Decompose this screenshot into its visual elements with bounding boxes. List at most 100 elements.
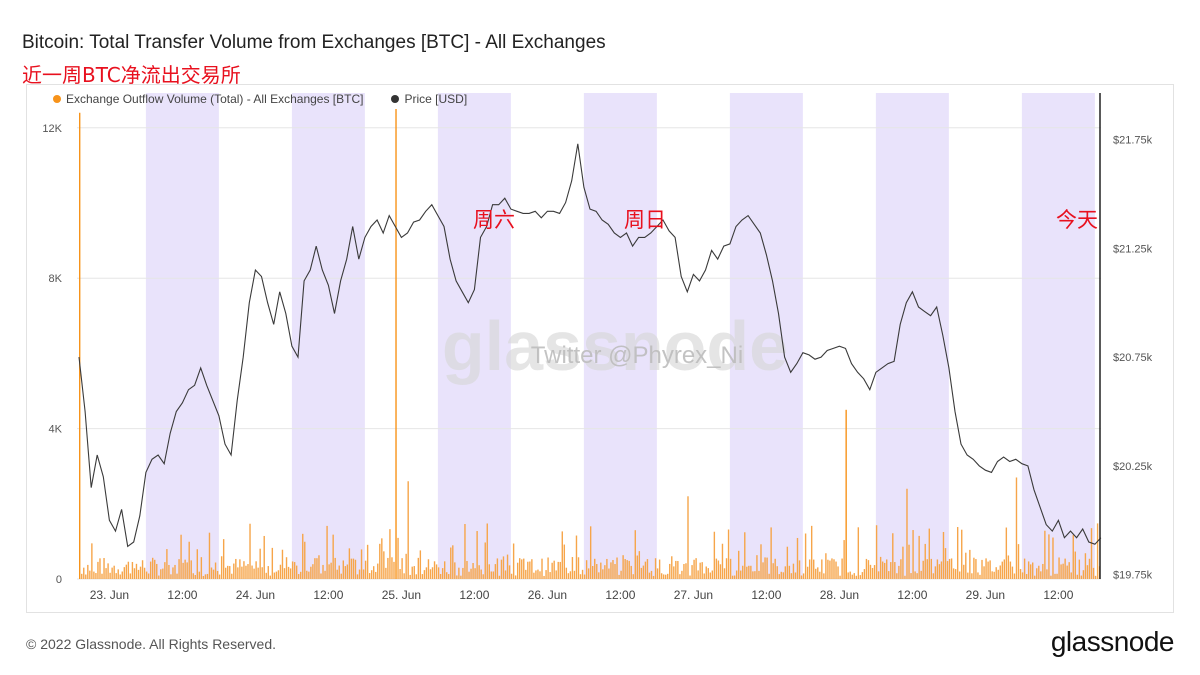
- outflow-bar: [691, 565, 693, 579]
- outflow-bar: [808, 559, 811, 579]
- outflow-bar: [786, 546, 789, 579]
- outflow-bar: [973, 557, 975, 579]
- outflow-bar: [622, 555, 624, 579]
- outflow-bar: [918, 535, 920, 579]
- outflow-bar: [277, 570, 280, 579]
- outflow-bar: [498, 575, 501, 579]
- outflow-bar: [375, 571, 377, 579]
- outflow-bar: [642, 565, 645, 579]
- y-left-tick-label: 8K: [49, 273, 63, 285]
- outflow-bar: [1062, 563, 1064, 579]
- outflow-bar: [567, 573, 570, 579]
- outflow-bar: [800, 575, 803, 579]
- copyright-footer: © 2022 Glassnode. All Rights Reserved.: [26, 636, 277, 652]
- outflow-bar: [91, 543, 93, 579]
- outflow-bar: [553, 560, 555, 579]
- outflow-bar: [224, 567, 227, 579]
- outflow-bar: [162, 568, 164, 579]
- legend-item-price[interactable]: Price [USD]: [391, 92, 467, 106]
- outflow-bar: [656, 568, 659, 579]
- outflow-bar: [1048, 534, 1050, 579]
- y-right-tick-label: $21.25k: [1113, 243, 1153, 255]
- x-tick-label: 27. Jun: [674, 588, 713, 602]
- outflow-bar: [571, 557, 574, 579]
- outflow-bar: [200, 557, 203, 579]
- outflow-bar: [326, 525, 328, 579]
- night-band: [583, 93, 657, 579]
- outflow-bar: [926, 559, 928, 579]
- outflow-bar: [766, 557, 768, 579]
- outflow-bar: [397, 537, 399, 579]
- outflow-bar: [182, 562, 184, 579]
- outflow-bar: [154, 559, 156, 579]
- outflow-bar: [583, 574, 586, 579]
- outflow-bar: [99, 558, 101, 579]
- outflow-bar: [415, 574, 417, 579]
- outflow-bar: [504, 570, 507, 579]
- outflow-bar: [727, 529, 730, 579]
- outflow-bar: [940, 561, 943, 579]
- outflow-bar: [1096, 523, 1099, 579]
- outflow-bar: [559, 561, 561, 579]
- outflow-bar: [441, 568, 444, 579]
- outflow-bar: [892, 533, 894, 579]
- outflow-bar: [346, 564, 349, 579]
- outflow-bar: [618, 574, 620, 579]
- outflow-bar: [525, 569, 527, 579]
- outflow-bar: [87, 564, 89, 579]
- outflow-bar: [113, 565, 115, 579]
- chart-container: glassnode Twitter @Phyrex_Ni 0 4K 8K 12K $19.7…: [26, 84, 1174, 613]
- outflow-bar: [243, 561, 245, 579]
- outflow-bar: [835, 561, 837, 579]
- outflow-bar: [760, 544, 762, 579]
- y-left-tick-label: 4K: [49, 424, 63, 436]
- outflow-bar: [166, 549, 168, 579]
- outflow-bar: [1082, 570, 1085, 579]
- outflow-bar: [519, 558, 521, 579]
- outflow-bar: [101, 573, 103, 579]
- outflow-bar: [472, 563, 474, 579]
- outflow-bar: [794, 572, 797, 579]
- outflow-bar: [1025, 574, 1028, 579]
- outflow-bar: [383, 551, 385, 579]
- outflow-bar: [425, 567, 428, 579]
- legend-item-outflow[interactable]: Exchange Outflow Volume (Total) - All Ex…: [53, 92, 363, 106]
- outflow-bar: [249, 523, 251, 579]
- x-tick-label: 23. Jun: [90, 588, 129, 602]
- outflow-bar: [954, 569, 957, 579]
- outflow-bar: [492, 571, 495, 579]
- outflow-bar: [804, 533, 807, 579]
- outflow-bar: [1007, 555, 1010, 579]
- outflow-bar: [900, 559, 902, 579]
- outflow-bar: [709, 572, 712, 579]
- outflow-bar: [306, 570, 308, 579]
- outflow-bar: [731, 575, 734, 579]
- outflow-bar: [938, 564, 941, 579]
- y-right-tick-label: $20.25k: [1113, 461, 1153, 473]
- outflow-bar: [979, 574, 981, 579]
- outflow-bar: [575, 535, 578, 579]
- outflow-bar: [906, 488, 908, 579]
- outflow-bar: [871, 567, 874, 579]
- outflow-bar: [109, 572, 111, 579]
- outflow-bar: [991, 571, 993, 579]
- outflow-bar: [679, 574, 681, 579]
- outflow-bar: [660, 573, 663, 579]
- outflow-bar: [859, 575, 862, 579]
- outflow-bar: [823, 573, 825, 579]
- outflow-bar: [963, 564, 965, 579]
- outflow-bar: [806, 566, 809, 579]
- outflow-bar: [1029, 564, 1032, 579]
- outflow-bar: [482, 574, 484, 579]
- outflow-bar: [366, 544, 369, 579]
- outflow-bar: [784, 566, 787, 579]
- price-line: [78, 143, 1102, 548]
- outflow-bar: [920, 570, 922, 579]
- outflow-bar: [510, 573, 513, 579]
- outflow-bar: [742, 565, 744, 579]
- outflow-bar: [867, 560, 870, 579]
- outflow-bars: [79, 109, 1101, 579]
- outflow-bar: [407, 481, 409, 579]
- outflow-bar: [95, 573, 97, 579]
- outflow-bar: [948, 558, 951, 579]
